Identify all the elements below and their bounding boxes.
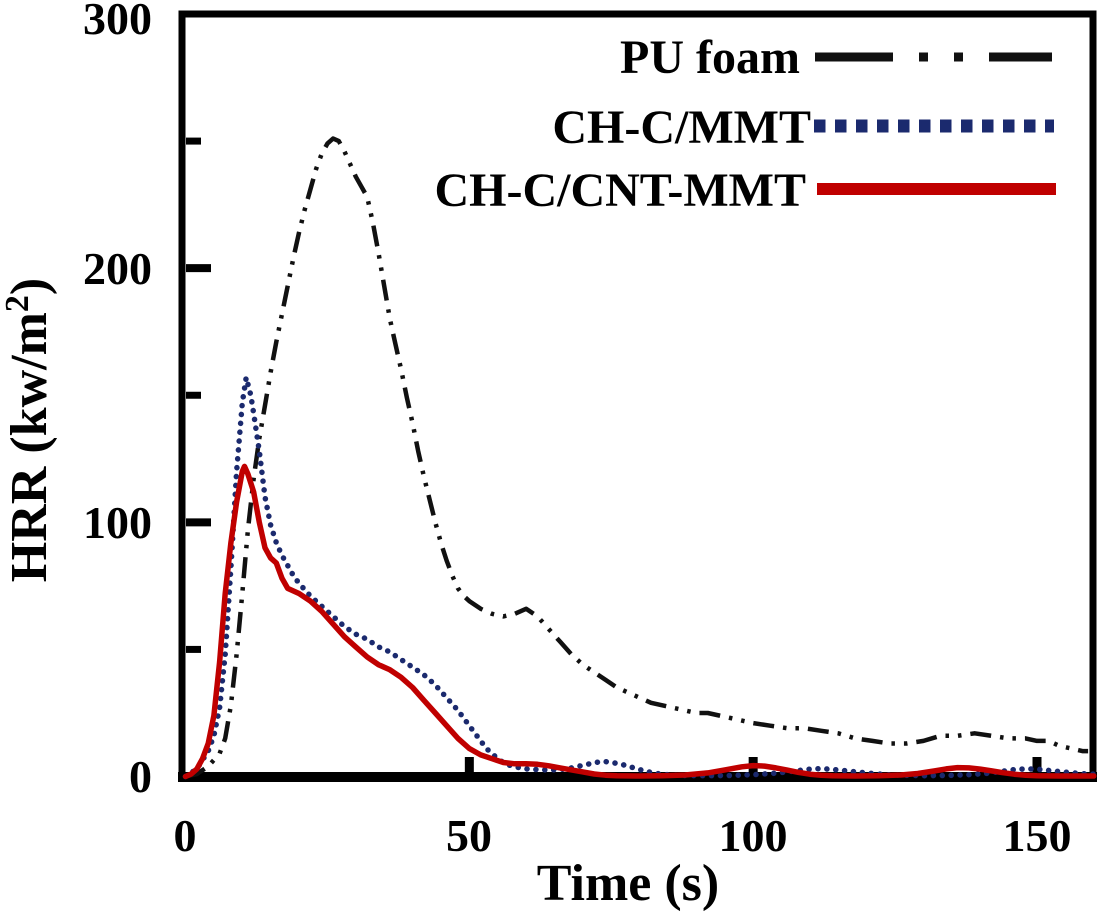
- series-line-ch-c-mmt: [182, 374, 1097, 780]
- x-tick-label-150: 150: [1003, 810, 1072, 861]
- x-tick-label-0: 0: [174, 810, 197, 861]
- y-axis-title: HRR (kw/m2): [0, 278, 58, 582]
- y-tick-label-0: 0: [129, 751, 152, 802]
- y-axis-title-superscript: 2: [0, 295, 36, 312]
- legend: PU foam CH-C/MMT CH-C/CNT-MMT: [434, 31, 1056, 217]
- legend-label-ch-c-mmt: CH-C/MMT: [552, 101, 811, 154]
- series-line-pu-foam: [185, 136, 1089, 779]
- tick-marks-layer: [186, 137, 1042, 776]
- y-tick-label-100: 100: [83, 497, 152, 548]
- legend-label-pu-foam: PU foam: [620, 31, 800, 84]
- series-line-ch-c-cnt-mmt: [182, 463, 1097, 780]
- x-tick-label-100: 100: [719, 810, 788, 861]
- y-axis-title-main: HRR (kw/m: [1, 312, 58, 582]
- y-tick-label-300: 300: [83, 0, 152, 44]
- x-axis-title: Time (s): [537, 855, 719, 912]
- series-layer: [182, 136, 1097, 780]
- x-tick-label-50: 50: [446, 810, 492, 861]
- y-tick-label-200: 200: [83, 243, 152, 294]
- y-axis-title-close: ): [1, 278, 58, 295]
- legend-label-ch-c-cnt-mmt: CH-C/CNT-MMT: [434, 164, 806, 217]
